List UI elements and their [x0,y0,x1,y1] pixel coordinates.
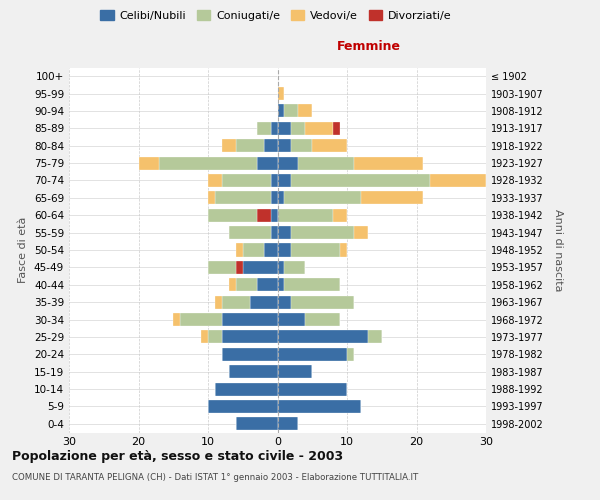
Bar [277,156,298,170]
Text: Femmine: Femmine [337,40,401,53]
Bar [312,139,347,152]
Bar [243,261,277,274]
Bar [284,278,340,291]
Bar [354,156,424,170]
Bar [208,192,215,204]
Bar [277,400,361,413]
Bar [292,122,305,135]
Bar [271,226,277,239]
Bar [340,244,347,256]
Bar [263,244,277,256]
Bar [277,192,284,204]
Bar [277,104,284,118]
Bar [222,174,271,187]
Bar [250,296,277,308]
Bar [208,330,222,344]
Bar [229,365,277,378]
Bar [277,330,368,344]
Bar [277,226,292,239]
Bar [305,313,340,326]
Bar [271,122,277,135]
Bar [333,208,347,222]
Bar [208,400,277,413]
Bar [361,192,424,204]
Bar [277,365,312,378]
Bar [208,174,222,187]
Bar [222,296,250,308]
Bar [257,122,271,135]
Bar [222,139,236,152]
Bar [215,192,271,204]
Bar [208,208,257,222]
Bar [229,278,236,291]
Bar [333,122,340,135]
Bar [277,313,305,326]
Bar [277,382,347,396]
Legend: Celibi/Nubili, Coniugati/e, Vedovi/e, Divorziati/e: Celibi/Nubili, Coniugati/e, Vedovi/e, Di… [96,6,456,25]
Bar [173,313,180,326]
Bar [160,156,257,170]
Bar [236,418,277,430]
Bar [139,156,160,170]
Bar [229,226,271,239]
Bar [277,244,292,256]
Bar [257,208,271,222]
Bar [305,122,333,135]
Text: Popolazione per età, sesso e stato civile - 2003: Popolazione per età, sesso e stato civil… [12,450,343,463]
Bar [284,104,298,118]
Bar [243,244,263,256]
Bar [201,330,208,344]
Bar [215,382,277,396]
Bar [292,174,430,187]
Bar [277,87,284,100]
Bar [236,278,257,291]
Bar [292,244,340,256]
Bar [208,261,236,274]
Bar [277,174,292,187]
Bar [257,278,277,291]
Bar [368,330,382,344]
Bar [347,348,354,361]
Bar [292,226,354,239]
Bar [284,192,361,204]
Bar [236,261,243,274]
Bar [277,139,292,152]
Bar [263,139,277,152]
Bar [277,122,292,135]
Bar [354,226,368,239]
Bar [277,208,333,222]
Bar [215,296,222,308]
Bar [236,139,263,152]
Bar [430,174,486,187]
Bar [292,139,312,152]
Bar [222,348,277,361]
Bar [277,348,347,361]
Bar [277,261,284,274]
Bar [298,156,354,170]
Y-axis label: Fasce di età: Fasce di età [19,217,28,283]
Bar [271,174,277,187]
Bar [257,156,277,170]
Bar [222,313,277,326]
Bar [284,261,305,274]
Bar [277,296,292,308]
Bar [271,192,277,204]
Bar [292,296,354,308]
Bar [277,418,298,430]
Y-axis label: Anni di nascita: Anni di nascita [553,209,563,291]
Bar [222,330,277,344]
Bar [277,278,284,291]
Bar [298,104,312,118]
Text: COMUNE DI TARANTA PELIGNA (CH) - Dati ISTAT 1° gennaio 2003 - Elaborazione TUTTI: COMUNE DI TARANTA PELIGNA (CH) - Dati IS… [12,472,418,482]
Bar [271,208,277,222]
Bar [236,244,243,256]
Bar [180,313,222,326]
